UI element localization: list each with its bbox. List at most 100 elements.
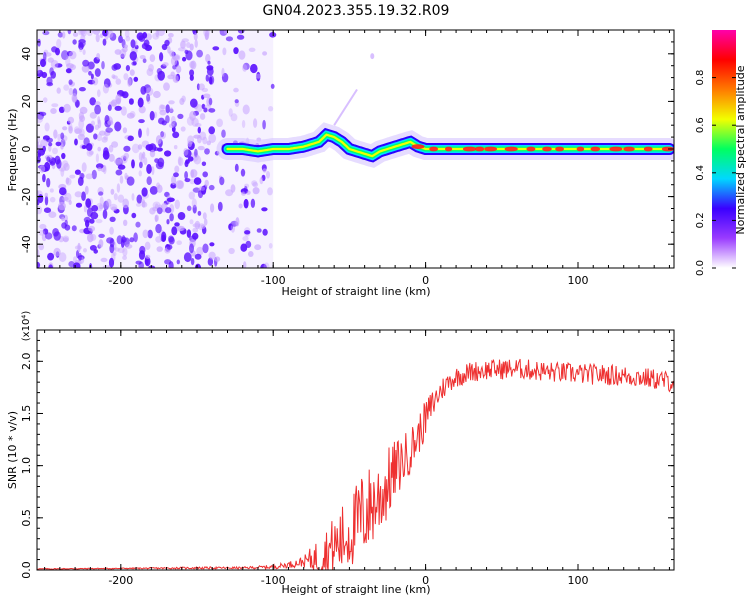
noise-blob [216, 118, 224, 128]
noise-blob [138, 261, 144, 268]
noise-blob [78, 42, 84, 50]
noise-blob [205, 53, 211, 63]
noise-blob [102, 265, 110, 268]
noise-blob [88, 70, 92, 76]
noise-blob [168, 100, 175, 105]
noise-blob [37, 205, 43, 215]
snr-y-multiplier: (x10⁴) [21, 311, 32, 342]
noise-blob [204, 179, 209, 187]
noise-blob [38, 111, 47, 117]
colorbar: 0.0 0.2 0.4 0.6 0.8 Normalized spectral ampl… [695, 30, 747, 276]
noise-blob [58, 201, 66, 211]
noise-blob [133, 232, 138, 243]
noise-blob [89, 218, 95, 224]
noise-blob [98, 130, 106, 136]
snr-y-axis-label: SNR (10 * v/v) [6, 411, 19, 489]
noise-blob [55, 47, 60, 56]
noise-blob [84, 185, 89, 195]
noise-blob [193, 155, 202, 165]
x-tick-label: 100 [567, 274, 588, 287]
noise-blob [201, 161, 207, 167]
noise-blob [113, 193, 118, 201]
noise-blob [114, 158, 122, 165]
ridge-peak [445, 146, 453, 152]
noise-blob [138, 119, 145, 124]
ridge-peak [475, 146, 485, 152]
noise-blob [102, 209, 108, 220]
noise-blob [193, 32, 198, 41]
noise-blob [145, 144, 154, 151]
noise-blob [42, 173, 46, 183]
noise-blob [111, 74, 116, 79]
noise-blob [68, 126, 73, 134]
noise-blob [78, 87, 86, 92]
noise-blob [242, 236, 249, 242]
noise-blob [50, 108, 57, 114]
noise-blob [81, 64, 90, 73]
noise-blob [67, 116, 75, 124]
noise-blob [65, 177, 70, 185]
noise-blob [90, 73, 94, 80]
noise-blob [202, 171, 208, 178]
noise-blob [97, 89, 101, 98]
noise-blob [74, 128, 83, 135]
noise-blob [177, 180, 185, 190]
noise-blob [222, 47, 227, 56]
noise-blob [208, 75, 215, 85]
noise-blob [78, 30, 84, 36]
noise-blob [95, 153, 99, 163]
noise-blob [52, 147, 58, 155]
noise-blob [267, 187, 273, 196]
noise-blob [49, 67, 54, 76]
noise-blob [236, 34, 245, 40]
noise-blob [192, 204, 197, 214]
noise-blob [125, 65, 130, 72]
noise-blob [156, 246, 163, 252]
noise-blob [122, 255, 127, 260]
noise-blob [56, 38, 62, 49]
noise-blob [234, 99, 239, 104]
noise-blob [256, 228, 262, 233]
noise-blob [37, 148, 45, 156]
noise-blob [205, 74, 209, 82]
noise-blob [158, 117, 165, 125]
noise-blob [270, 83, 275, 89]
colorbar-tick-label: 0.4 [695, 165, 706, 181]
noise-blob [97, 167, 102, 172]
noise-blob [79, 47, 83, 53]
noise-blob [186, 42, 191, 48]
ridge-peak [661, 146, 674, 152]
noise-blob [38, 229, 45, 236]
noise-blob [208, 126, 215, 135]
noise-blob [263, 262, 270, 268]
noise-blob [37, 144, 42, 149]
noise-blob [234, 163, 239, 172]
x-tick-label: 100 [567, 574, 588, 587]
noise-blob [189, 243, 194, 254]
noise-blob [252, 182, 259, 188]
noise-blob [145, 87, 154, 96]
noise-blob [200, 224, 206, 229]
noise-blob [146, 176, 152, 186]
noise-blob [219, 30, 228, 36]
noise-blob [146, 127, 150, 137]
noise-blob [189, 74, 194, 81]
noise-blob [62, 31, 66, 39]
noise-blob [177, 113, 184, 119]
noise-blob [46, 156, 51, 163]
noise-blob [209, 242, 215, 247]
noise-blob [206, 65, 214, 71]
noise-blob [123, 73, 129, 81]
noise-blob [166, 219, 170, 225]
noise-blob [69, 174, 76, 179]
noise-blob [58, 106, 65, 114]
noise-blob [199, 131, 207, 141]
noise-blob [44, 161, 51, 172]
noise-blob [37, 69, 44, 78]
snr-line [37, 358, 674, 570]
noise-blob [91, 205, 99, 212]
noise-blob [82, 59, 90, 67]
noise-blob [243, 261, 247, 268]
noise-blob [255, 73, 261, 79]
